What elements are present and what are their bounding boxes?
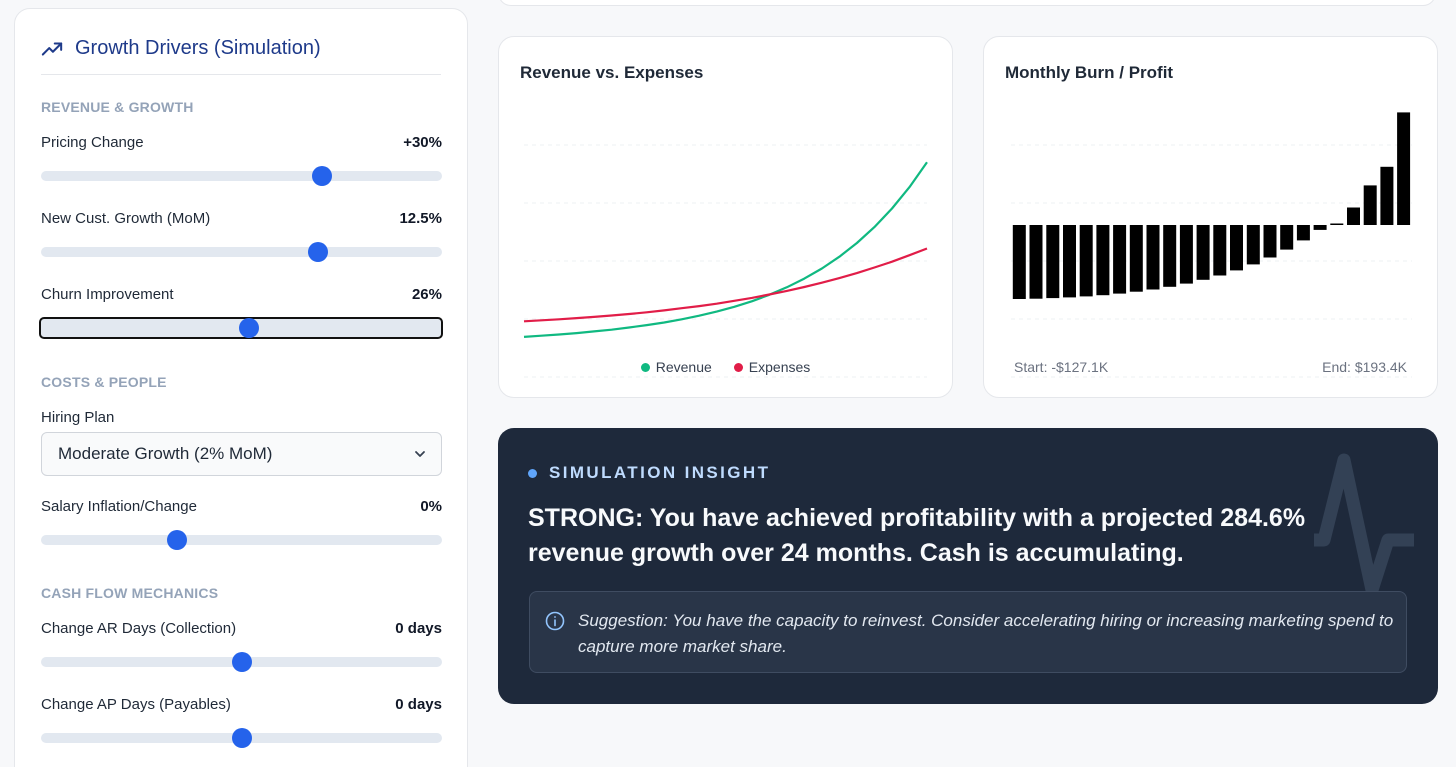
new-cust-growth-slider[interactable]	[41, 242, 442, 262]
new-cust-growth-value: 12.5%	[399, 210, 442, 227]
info-icon	[545, 611, 565, 631]
ap-days-row: Change AP Days (Payables) 0 days	[41, 696, 442, 713]
section-heading-revenue: REVENUE & GROWTH	[41, 99, 194, 115]
churn-improvement-slider[interactable]	[39, 317, 443, 339]
bar-month-12	[1196, 225, 1210, 280]
hiring-plan-label: Hiring Plan	[41, 409, 115, 426]
revenue-chart-title: Revenue vs. Expenses	[520, 63, 704, 82]
bar-month-22	[1363, 185, 1377, 225]
bar-month-18	[1296, 225, 1310, 241]
bar-month-4	[1063, 225, 1076, 298]
bar-month-8	[1129, 225, 1143, 292]
simulation-insight-card: SIMULATION INSIGHT STRONG: You have achi…	[498, 428, 1438, 704]
salary-inflation-row: Salary Inflation/Change 0%	[41, 498, 442, 515]
revenue-dot-icon	[640, 362, 650, 372]
bar-month-14	[1230, 225, 1243, 271]
suggestion-box: Suggestion: You have the capacity to rei…	[529, 591, 1407, 673]
salary-inflation-slider[interactable]	[41, 530, 442, 550]
growth-drivers-panel: Growth Drivers (Simulation) REVENUE & GR…	[14, 8, 468, 767]
burn-end-label: End: $193.4K	[1322, 359, 1407, 375]
insight-message: STRONG: You have achieved profitability …	[528, 504, 1306, 567]
suggestion-text: Suggestion: You have the capacity to rei…	[578, 611, 1394, 656]
burn-profit-chart	[1011, 112, 1412, 378]
expenses-dot-icon	[733, 362, 743, 372]
burn-chart-footer: Start: -$127.1K End: $193.4K	[1014, 359, 1407, 375]
salary-inflation-value: 0%	[420, 498, 442, 515]
churn-improvement-label: Churn Improvement	[41, 286, 174, 303]
chevron-down-icon	[415, 451, 425, 457]
new-cust-growth-row: New Cust. Growth (MoM) 12.5%	[41, 210, 442, 227]
ar-days-value: 0 days	[395, 620, 442, 637]
burn-start-label: Start: -$127.1K	[1014, 359, 1109, 375]
revenue-expenses-chart	[523, 144, 928, 378]
legend-expenses-label: Expenses	[748, 359, 811, 375]
bar-month-16	[1263, 225, 1277, 258]
bar-month-6	[1096, 225, 1110, 296]
trending-up-icon	[41, 41, 63, 56]
ap-days-label: Change AP Days (Payables)	[41, 696, 231, 713]
bar-month-19	[1313, 225, 1327, 230]
pricing-change-value: +30%	[403, 134, 442, 151]
bar-month-1	[1012, 225, 1026, 299]
ar-days-thumb[interactable]	[231, 652, 252, 672]
panel-header: Growth Drivers (Simulation)	[41, 37, 441, 75]
bar-month-9	[1146, 225, 1160, 290]
ap-days-slider[interactable]	[41, 728, 442, 748]
churn-improvement-thumb[interactable]	[239, 318, 259, 338]
bar-month-20	[1330, 223, 1344, 225]
burn-chart-title: Monthly Burn / Profit	[1005, 63, 1174, 82]
legend-item-expenses[interactable]: Expenses	[733, 359, 811, 375]
series-line-expenses	[523, 247, 928, 323]
burn-profit-card: Monthly Burn / Profit Start: -$127.1K En…	[983, 36, 1438, 398]
churn-improvement-row: Churn Improvement 26%	[41, 286, 442, 303]
insight-dot-icon	[528, 468, 537, 478]
new-cust-growth-thumb[interactable]	[307, 242, 328, 262]
bar-month-7	[1113, 225, 1127, 294]
bar-month-5	[1079, 225, 1093, 297]
ap-days-thumb[interactable]	[231, 728, 252, 748]
top-summary-card	[498, 0, 1436, 6]
hiring-plan-selected: Moderate Growth (2% MoM)	[58, 444, 273, 463]
salary-inflation-label: Salary Inflation/Change	[41, 498, 197, 515]
series-line-revenue	[523, 161, 928, 338]
pricing-change-label: Pricing Change	[41, 134, 144, 151]
revenue-chart-legend: Revenue Expenses	[499, 359, 952, 375]
pricing-change-thumb[interactable]	[311, 166, 332, 186]
bar-month-13	[1213, 225, 1227, 276]
bar-month-10	[1163, 225, 1177, 287]
churn-improvement-value: 26%	[411, 286, 442, 303]
bar-month-15	[1246, 225, 1260, 265]
ap-days-value: 0 days	[395, 696, 442, 713]
bar-month-21	[1347, 207, 1360, 225]
hiring-plan-select[interactable]: Moderate Growth (2% MoM)	[41, 432, 442, 476]
revenue-expenses-card: Revenue vs. Expenses Revenue Expenses	[498, 36, 953, 398]
legend-revenue-label: Revenue	[655, 359, 712, 375]
insight-label: SIMULATION INSIGHT	[549, 463, 771, 482]
activity-pulse-icon	[1314, 453, 1414, 597]
insight-header: SIMULATION INSIGHT	[528, 463, 770, 483]
ar-days-slider[interactable]	[41, 652, 442, 672]
pricing-change-row: Pricing Change +30%	[41, 134, 442, 151]
bar-month-23	[1380, 166, 1394, 225]
bar-month-11	[1179, 225, 1193, 284]
section-heading-costs: COSTS & PEOPLE	[41, 374, 167, 390]
ar-days-label: Change AR Days (Collection)	[41, 620, 237, 637]
hiring-plan-row: Hiring Plan	[41, 409, 442, 426]
new-cust-growth-label: New Cust. Growth (MoM)	[41, 210, 211, 227]
ar-days-row: Change AR Days (Collection) 0 days	[41, 620, 442, 637]
bar-month-17	[1280, 225, 1294, 250]
legend-item-revenue[interactable]: Revenue	[640, 359, 712, 375]
salary-inflation-thumb[interactable]	[167, 530, 188, 550]
bar-month-2	[1029, 225, 1043, 299]
bar-month-3	[1046, 225, 1060, 299]
bar-month-24	[1397, 112, 1411, 225]
pricing-change-slider[interactable]	[41, 166, 442, 186]
panel-title: Growth Drivers (Simulation)	[75, 37, 321, 59]
section-heading-cash: CASH FLOW MECHANICS	[41, 585, 219, 601]
